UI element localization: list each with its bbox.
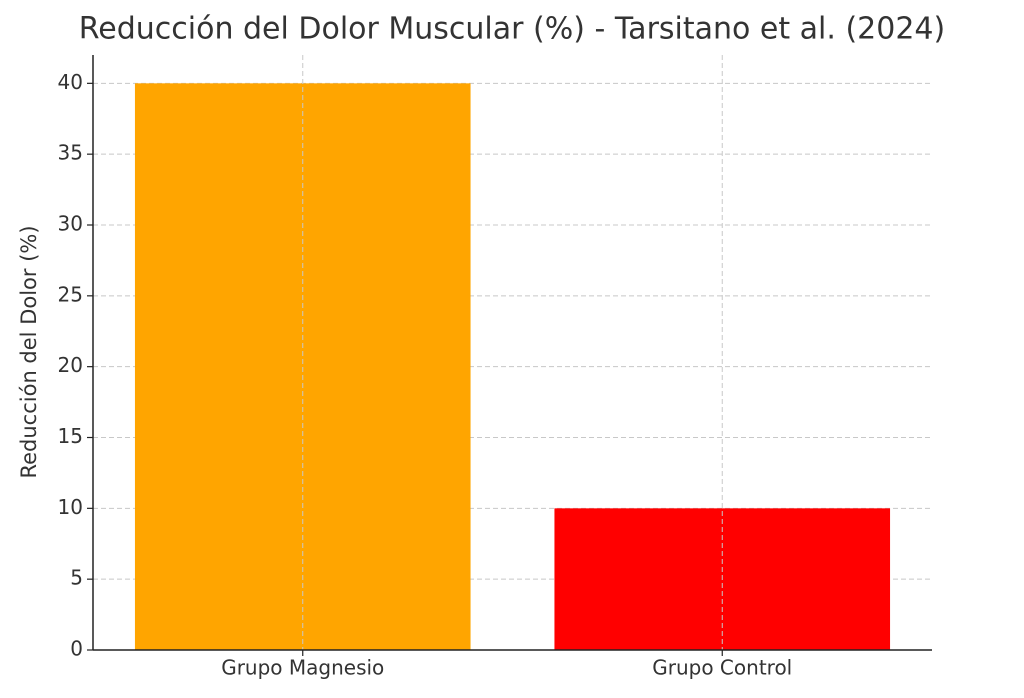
y-tick-label: 15 — [58, 424, 83, 448]
y-tick-label: 40 — [58, 70, 83, 94]
chart-title: Reducción del Dolor Muscular (%) - Tarsi… — [79, 12, 945, 47]
y-tick-label: 10 — [58, 495, 83, 519]
y-tick-label: 25 — [58, 282, 83, 306]
y-tick-label: 35 — [58, 141, 83, 165]
y-tick-label: 0 — [70, 637, 83, 661]
x-tick-label: Grupo Magnesio — [221, 656, 384, 680]
y-axis-label: Reducción del Dolor (%) — [17, 225, 41, 478]
y-tick-label: 30 — [58, 212, 83, 236]
x-tick-label: Grupo Control — [652, 656, 792, 680]
y-tick-label: 5 — [70, 566, 83, 590]
y-tick-label: 20 — [58, 353, 83, 377]
